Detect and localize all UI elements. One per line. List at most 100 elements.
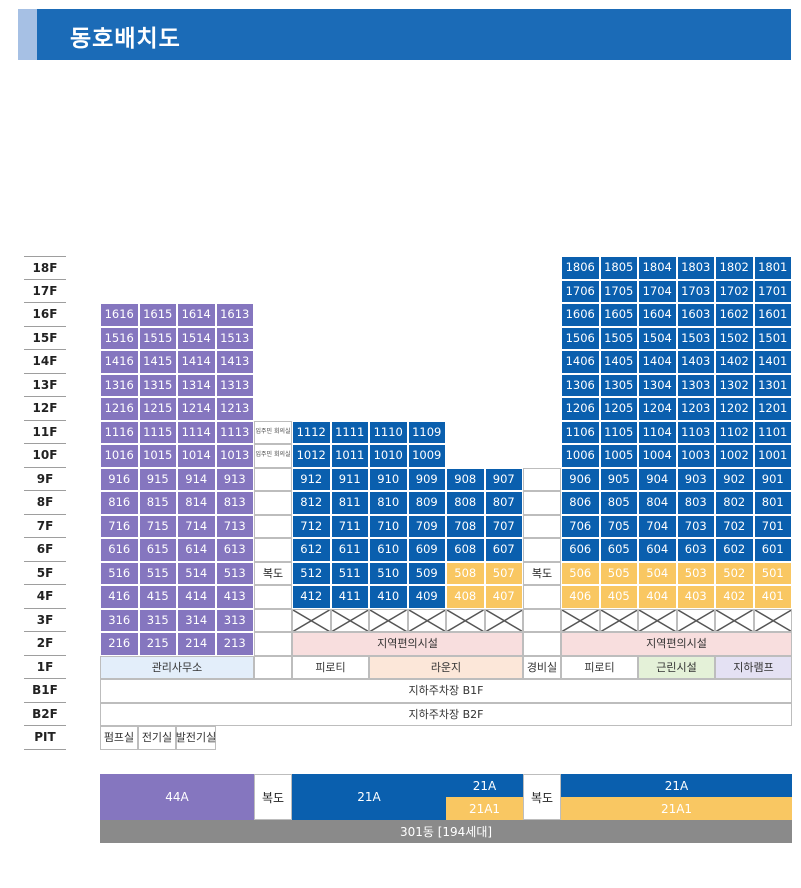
unit-cell: 1506 — [561, 326, 600, 350]
empty-cell — [254, 608, 292, 632]
unit-cell: 614 — [177, 538, 216, 562]
unit-cell: 606 — [561, 538, 600, 562]
type-21a1: 21A1 — [561, 797, 792, 820]
unit-cell: 712 — [292, 514, 331, 538]
unit-cell: 1116 — [100, 420, 139, 444]
unit-cell: 1613 — [215, 303, 254, 327]
unit-cell: 1004 — [638, 444, 677, 468]
unit-cell: 402 — [715, 585, 754, 609]
unit-cell: 1009 — [407, 444, 446, 468]
unit-cell: 1215 — [138, 397, 177, 421]
floor-label: 5F — [24, 562, 66, 585]
unit-cell: 1704 — [638, 279, 677, 303]
unit-cell: 706 — [561, 514, 600, 538]
unit-cell: 1415 — [138, 350, 177, 374]
floor-label: 4F — [24, 585, 66, 609]
electric-room: 전기실 — [138, 726, 176, 750]
unit-cell: 1801 — [753, 256, 792, 280]
floor-label: 16F — [24, 303, 66, 327]
unit-cell: 702 — [715, 514, 754, 538]
unit-cell: 613 — [215, 538, 254, 562]
void-cell — [715, 608, 754, 632]
empty-cell — [523, 538, 561, 562]
empty-cell — [254, 491, 292, 515]
unit-cell: 1315 — [138, 373, 177, 397]
corridor-label: 복도 — [523, 561, 561, 585]
meeting-room: 입주민 회의실 — [254, 420, 292, 444]
unit-cell: 1503 — [676, 326, 715, 350]
empty-cell — [523, 467, 561, 491]
unit-cell: 704 — [638, 514, 677, 538]
unit-cell: 405 — [599, 585, 638, 609]
unit-cell: 902 — [715, 467, 754, 491]
empty-cell — [523, 585, 561, 609]
floor-label: 7F — [24, 515, 66, 538]
unit-cell: 516 — [100, 561, 139, 585]
unit-cell: 215 — [138, 632, 177, 656]
unit-cell: 901 — [753, 467, 792, 491]
void-cell — [753, 608, 792, 632]
unit-cell: 1001 — [753, 444, 792, 468]
unit-cell: 1106 — [561, 420, 600, 444]
unit-cell: 810 — [369, 491, 408, 515]
unit-cell: 1102 — [715, 420, 754, 444]
unit-cell: 505 — [599, 561, 638, 585]
unit-cell: 709 — [407, 514, 446, 538]
unit-cell: 807 — [484, 491, 523, 515]
type-21a: 21A — [446, 774, 523, 797]
unit-cell: 802 — [715, 491, 754, 515]
unit-cell: 714 — [177, 514, 216, 538]
corridor-legend: 복도 — [523, 774, 561, 820]
unit-cell: 213 — [215, 632, 254, 656]
unit-cell: 907 — [484, 467, 523, 491]
unit-cell: 1011 — [330, 444, 369, 468]
unit-cell: 910 — [369, 467, 408, 491]
page-title: 동호배치도 — [70, 26, 181, 52]
unit-cell: 1302 — [715, 373, 754, 397]
type-44a: 44A — [100, 774, 254, 820]
unit-cell: 511 — [330, 561, 369, 585]
unit-cell: 1413 — [215, 350, 254, 374]
unit-cell: 1501 — [753, 326, 792, 350]
unit-cell: 612 — [292, 538, 331, 562]
unit-cell: 905 — [599, 467, 638, 491]
unit-cell: 315 — [138, 608, 177, 632]
unit-cell: 406 — [561, 585, 600, 609]
unit-cell: 1616 — [100, 303, 139, 327]
unit-cell: 316 — [100, 608, 139, 632]
unit-cell: 1201 — [753, 397, 792, 421]
floor-label: 17F — [24, 280, 66, 303]
empty-cell — [254, 538, 292, 562]
void-cell — [638, 608, 677, 632]
unit-cell: 1606 — [561, 303, 600, 327]
unit-cell: 906 — [561, 467, 600, 491]
parking-b2: 지하주차장 B2F — [100, 702, 792, 726]
void-cell — [676, 608, 715, 632]
unit-cell: 1614 — [177, 303, 216, 327]
unit-cell: 1502 — [715, 326, 754, 350]
unit-cell: 611 — [330, 538, 369, 562]
unit-cell: 1002 — [715, 444, 754, 468]
unit-cell: 1213 — [215, 397, 254, 421]
unit-cell: 816 — [100, 491, 139, 515]
corridor-label: 복도 — [254, 561, 292, 585]
unit-cell: 801 — [753, 491, 792, 515]
unit-cell: 1205 — [599, 397, 638, 421]
empty-cell — [254, 467, 292, 491]
unit-cell: 510 — [369, 561, 408, 585]
unit-cell: 904 — [638, 467, 677, 491]
unit-cell: 1103 — [676, 420, 715, 444]
unit-cell: 1702 — [715, 279, 754, 303]
building-summary: 301동 [194세대] — [100, 820, 792, 843]
unit-cell: 803 — [676, 491, 715, 515]
unit-cell: 216 — [100, 632, 139, 656]
unit-cell: 1206 — [561, 397, 600, 421]
unit-cell: 1314 — [177, 373, 216, 397]
unit-cell: 1802 — [715, 256, 754, 280]
unit-cell: 1303 — [676, 373, 715, 397]
unit-cell: 815 — [138, 491, 177, 515]
floor-label: 1F — [24, 656, 66, 679]
community-facility: 지역편의시설 — [561, 632, 792, 656]
unit-cell: 1101 — [753, 420, 792, 444]
unit-cell: 701 — [753, 514, 792, 538]
